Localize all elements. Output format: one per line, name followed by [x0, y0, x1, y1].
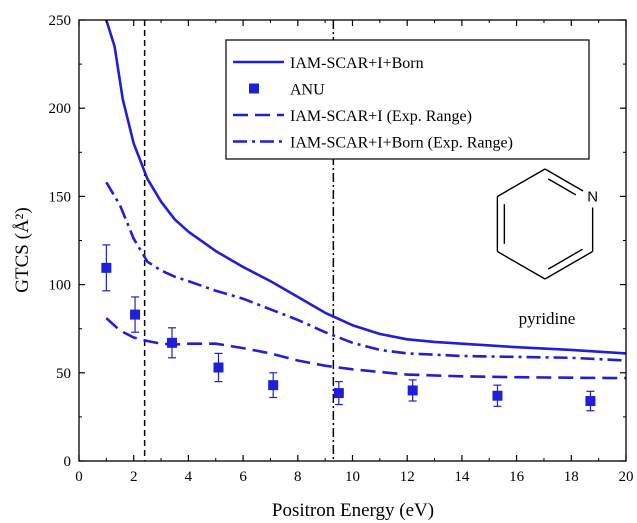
- legend-label: IAM-SCAR+I+Born: [290, 55, 424, 72]
- y-tick-label: 100: [49, 278, 72, 294]
- data-point: [407, 385, 418, 396]
- y-tick-label: 200: [49, 101, 72, 117]
- y-tick-label: 0: [64, 454, 72, 470]
- data-point: [333, 388, 344, 399]
- series-layer: [101, 20, 626, 412]
- series-line-3: [105, 317, 626, 380]
- series-line-4: [105, 181, 626, 362]
- y-tick-label: 50: [56, 366, 71, 382]
- legend-label: IAM-SCAR+I+Born (Exp. Range): [290, 135, 513, 152]
- data-point: [492, 390, 503, 401]
- x-tick-label: 2: [130, 469, 138, 485]
- data-point: [101, 262, 112, 273]
- pyridine-structure: N: [496, 168, 598, 280]
- x-tick-label: 12: [400, 469, 415, 485]
- y-tick-label: 250: [49, 13, 72, 29]
- legend-entry-2: ANU: [249, 82, 325, 99]
- data-point: [268, 380, 279, 391]
- annotation-pyridine: pyridine: [519, 309, 576, 328]
- ring-double-bond: [547, 248, 583, 270]
- ring-bond: [544, 168, 584, 192]
- data-point: [213, 362, 224, 373]
- x-tick-label: 8: [294, 469, 302, 485]
- legend-box: [225, 39, 590, 160]
- legend-marker: [249, 83, 259, 94]
- data-point: [585, 396, 596, 407]
- x-tick-label: 20: [619, 469, 634, 485]
- legend-entry-1: IAM-SCAR+I+Born: [233, 55, 424, 72]
- x-tick-label: 18: [564, 469, 579, 485]
- data-point: [130, 309, 141, 320]
- ring-bond: [544, 250, 593, 280]
- x-tick-label: 16: [509, 469, 525, 485]
- x-axis-title: Positron Energy (eV): [272, 500, 434, 521]
- y-axis-title: GTCS (Å²): [12, 207, 33, 292]
- x-tick-label: 0: [75, 469, 83, 485]
- legend-entry-3: IAM-SCAR+I (Exp. Range): [233, 108, 472, 125]
- legend: IAM-SCAR+I+Born ANU IAM-SCAR+I (Exp. Range…: [225, 39, 590, 160]
- legend-label: ANU: [290, 82, 325, 99]
- ring-double-bond: [547, 178, 577, 196]
- data-point: [166, 337, 177, 348]
- ring-bond: [497, 168, 546, 198]
- x-tick-label: 14: [454, 469, 470, 485]
- legend-label: IAM-SCAR+I (Exp. Range): [290, 108, 472, 125]
- ring-bond: [497, 250, 546, 280]
- legend-entry-4: IAM-SCAR+I+Born (Exp. Range): [233, 135, 513, 152]
- series-anu: [101, 244, 596, 412]
- y-tick-label: 150: [49, 189, 72, 205]
- x-tick-label: 10: [345, 469, 360, 485]
- x-tick-label: 6: [239, 469, 247, 485]
- series-line-1: [105, 20, 626, 355]
- x-tick-label: 4: [185, 469, 193, 485]
- ring-nitrogen-label: N: [587, 189, 598, 206]
